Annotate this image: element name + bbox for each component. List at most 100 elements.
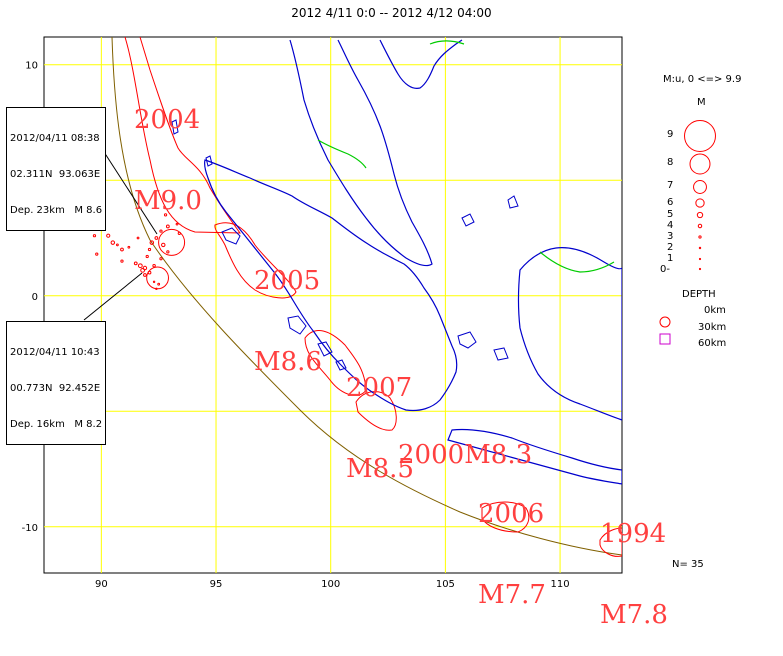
andaman-islands: [171, 119, 213, 167]
callout-1-datetime: 2012/04/11 08:38: [10, 133, 100, 144]
earthquake-marker: [120, 259, 124, 263]
earthquake-marker: [159, 229, 163, 233]
earthquake-marker: [92, 234, 97, 238]
earthquake-marker: [143, 273, 147, 277]
legend-depth-header: DEPTH: [682, 289, 716, 300]
callout-2-depth-mag: Dep. 16km M 8.2: [10, 419, 103, 430]
siberut-island: [287, 315, 307, 335]
historical-label-2006: 2006 M7.7: [478, 499, 546, 610]
earthquake-marker: [152, 280, 156, 284]
earthquake-marker: [95, 252, 99, 256]
earthquake-marker: [166, 250, 170, 254]
x-tick-label: 90: [95, 579, 108, 590]
grid-lines: [44, 37, 622, 573]
earthquake-marker: [110, 240, 116, 245]
earthquake-marker: [155, 287, 158, 291]
earthquake-marker: [152, 264, 156, 268]
mentawai-islands: [317, 341, 347, 371]
natuna-islands: [461, 195, 519, 227]
legend-depth-30km-symbol: [659, 316, 671, 328]
legend-mag-5: 5: [667, 209, 674, 220]
map-title: 2012 4/11 0:0 -- 2012 4/12 04:00: [291, 6, 492, 20]
earthquake-marker: [177, 231, 181, 235]
borneo-border: [539, 251, 615, 273]
y-tick-label: -10: [22, 523, 38, 534]
rupture-zone-2000: [355, 391, 397, 431]
legend-magnitude-circle: [697, 223, 703, 229]
legend-scale-label: M:u, 0 <=> 9.9: [663, 74, 742, 85]
bangka-island: [457, 331, 477, 349]
legend-mag-6: 6: [667, 197, 674, 208]
earthquake-marker: [165, 224, 170, 229]
belitung-island: [493, 347, 509, 361]
legend-m-header: M: [697, 97, 706, 108]
legend-mag-7: 7: [667, 180, 674, 191]
historical-label-2004: 2004 M9.0: [134, 105, 202, 216]
legend-mag-2: 2: [667, 242, 674, 253]
callout-2-location: 00.773N 92.452E: [10, 383, 101, 394]
legend-mag-0: 0-: [660, 264, 670, 275]
thai-border: [317, 139, 367, 169]
legend-depth-60km-symbol: [659, 333, 671, 345]
legend-magnitude-circle: [698, 257, 702, 261]
earthquake-marker: [175, 222, 179, 226]
legend-magnitude-circle: [689, 153, 711, 175]
callout-leader-1: [103, 151, 158, 235]
callout-1-depth-mag: Dep. 23km M 8.6: [10, 205, 103, 216]
earthquake-marker: [147, 247, 152, 252]
seismicity-map: 90951001051101050-5-10: [22, 36, 716, 590]
vietnam-border: [429, 40, 465, 45]
earthquake-marker: [145, 254, 149, 259]
earthquake-marker: [147, 270, 152, 275]
callout-2-datetime: 2012/04/11 10:43: [10, 347, 100, 358]
rupture-zone-2005: [214, 222, 297, 299]
historical-label-2005: 2005 M8.6: [254, 266, 322, 377]
indochina-coastline: [379, 39, 463, 89]
historical-label-2007: 2007 M8.5: [346, 373, 414, 484]
legend-magnitude-circle: [698, 246, 702, 250]
legend-magnitude-circle: [684, 120, 716, 152]
earthquake-marker: [133, 261, 138, 266]
earthquake-marker: [158, 228, 186, 256]
x-tick-label: 100: [321, 579, 340, 590]
earthquake-marker: [154, 236, 159, 240]
y-tick-label: 10: [25, 61, 38, 72]
legend-depth-0km: 0km: [704, 305, 726, 316]
x-tick-label: 110: [551, 579, 570, 590]
earthquake-marker: [120, 247, 124, 252]
earthquake-marker: [127, 245, 131, 249]
earthquake-marker: [161, 242, 166, 248]
java-coastline: [447, 428, 622, 485]
earthquake-marker: [142, 265, 148, 271]
callout-1-location: 02.311N 93.063E: [10, 169, 101, 180]
legend-depth-30km: 30km: [698, 322, 727, 333]
earthquake-marker: [157, 282, 161, 286]
legend-depth-60km: 60km: [698, 338, 727, 349]
event-count: N= 35: [672, 559, 704, 570]
rupture-zone-2007: [304, 330, 367, 396]
legend-magnitude-circle: [696, 211, 704, 219]
legend-mag-3: 3: [667, 231, 674, 242]
legend-magnitude-circle: [693, 180, 707, 194]
earthquake-marker: [115, 243, 119, 247]
rupture-zone-1994: [599, 527, 622, 557]
nias-island: [221, 227, 241, 245]
legend-mag-1: 1: [667, 253, 674, 264]
earthquake-marker: [140, 267, 146, 273]
legend-magnitude-circle: [698, 235, 702, 239]
earthquake-marker: [163, 213, 168, 217]
sunda-trench-line: [111, 37, 622, 556]
sumatra-coastline: [204, 159, 458, 412]
earthquake-marker: [136, 236, 140, 240]
earthquake-marker: [159, 257, 163, 261]
historical-label-1994: 1994 M7.8: [600, 519, 668, 630]
borneo-coastline: [517, 247, 622, 421]
earthquake-marker: [137, 263, 143, 269]
rupture-zone-2006: [481, 501, 530, 533]
callout-leader-2: [83, 272, 143, 321]
legend-magnitude-circle: [695, 198, 705, 208]
x-tick-label: 105: [436, 579, 455, 590]
legend-mag-8: 8: [667, 157, 674, 168]
event-callout-main: 2012/04/11 08:38 02.311N 93.063E Dep. 23…: [6, 107, 107, 231]
legend-mag-9: 9: [667, 129, 674, 140]
